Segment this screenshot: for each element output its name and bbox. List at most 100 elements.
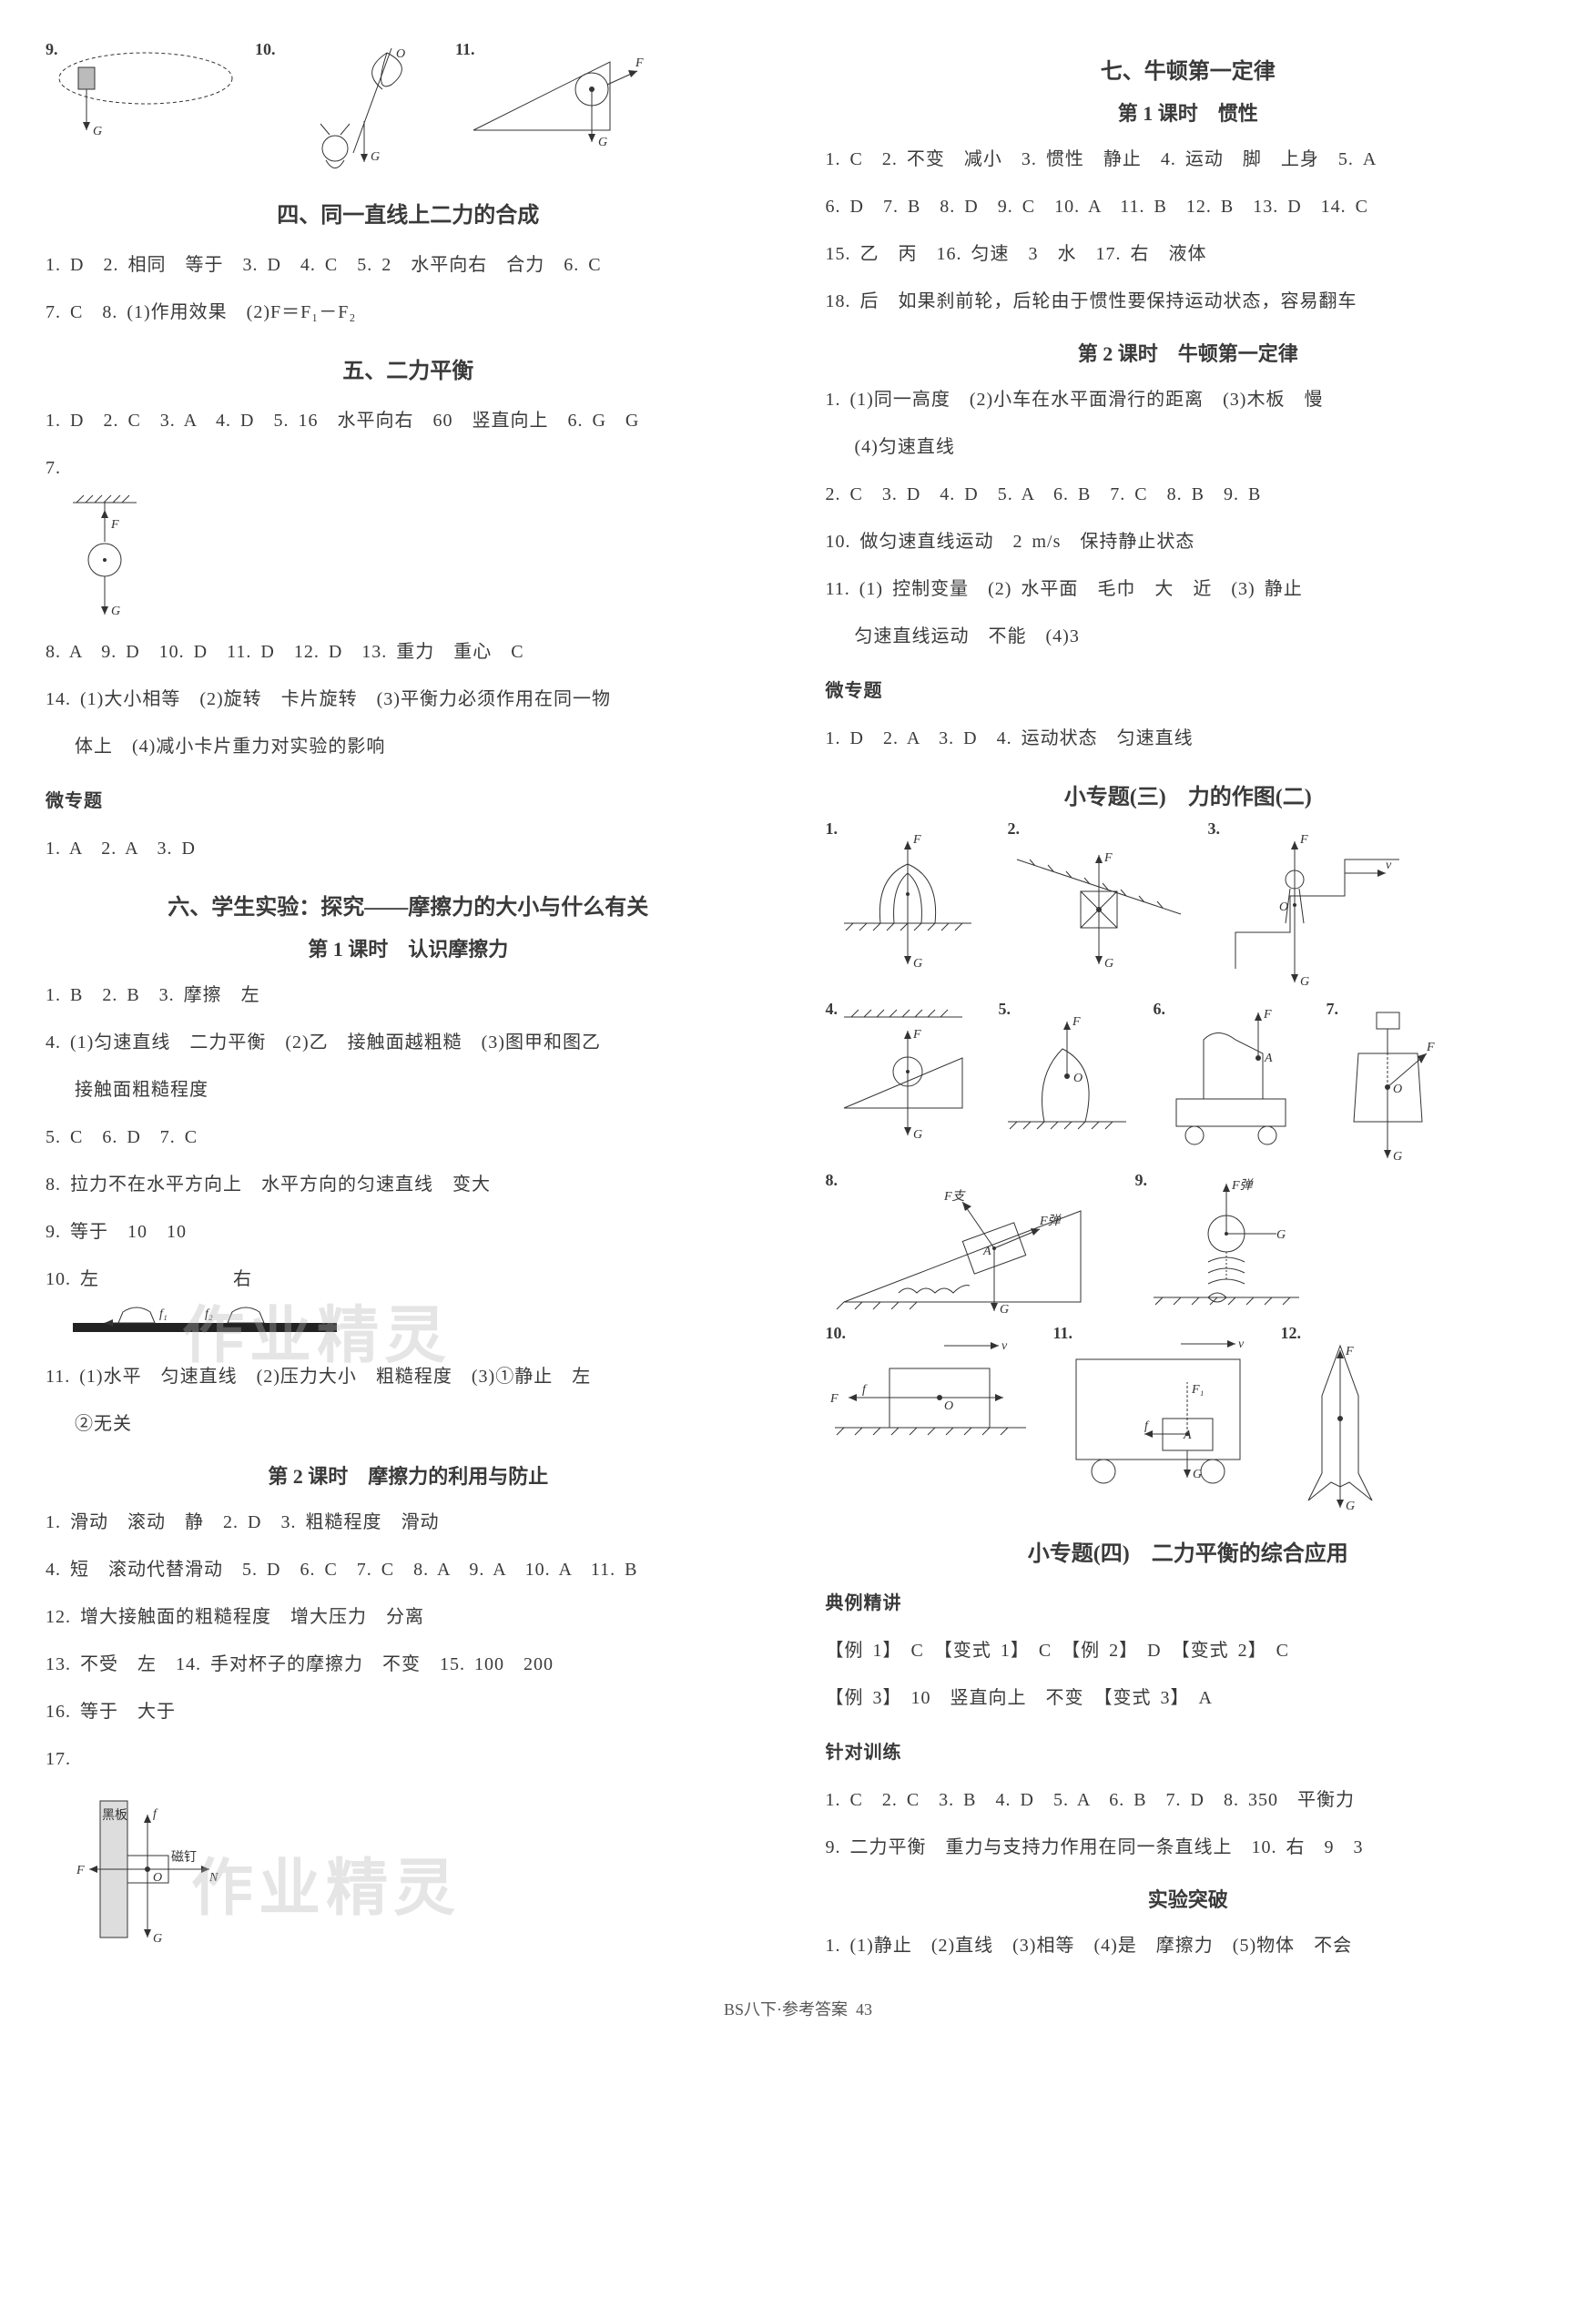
answer-line: (4)匀速直线: [826, 423, 1551, 471]
answer-line: 【例 3】 10 竖直向上 不变 【变式 3】 A: [826, 1674, 1551, 1722]
svg-text:F: F: [1263, 1008, 1272, 1022]
svg-text:F: F: [912, 1028, 921, 1042]
svg-text:A: A: [1264, 1052, 1273, 1065]
svg-text:F: F: [912, 833, 921, 847]
svg-text:A: A: [982, 1245, 991, 1258]
svg-text:F弹: F弹: [1231, 1178, 1255, 1193]
answer-line: 接触面粗糙程度: [46, 1066, 771, 1114]
answer-line: 2. C 3. D 4. D 5. A 6. B 7. C 8. B 9. B: [826, 471, 1551, 518]
practice-label: 针对训练: [826, 1729, 1551, 1776]
figure-t3-2: 2. F G: [1008, 823, 1190, 978]
fig-num: 9.: [46, 40, 58, 59]
svg-text:N: N: [208, 1871, 219, 1885]
svg-text:F: F: [1426, 1041, 1435, 1054]
fig-num: 10.: [255, 40, 276, 59]
svg-text:G: G: [598, 136, 607, 149]
figure-6-10: f₁ f₂ 作业精灵: [73, 1303, 771, 1353]
answer-line: 1. D 2. 相同 等于 3. D 4. C 5. 2 水平向右 合力 6. …: [46, 241, 771, 289]
fig-num: 10.: [826, 1324, 847, 1343]
figure-11: 11. G F: [455, 44, 646, 162]
svg-text:v: v: [1001, 1339, 1008, 1353]
svg-text:F: F: [110, 518, 119, 532]
svg-text:F弹: F弹: [1039, 1214, 1062, 1228]
diagram-row: 8. A F支 F弹 G: [826, 1175, 1551, 1320]
figure-t3-1: 1. F G: [826, 823, 990, 978]
answer-line: ②无关: [46, 1400, 771, 1448]
fig-num: 11.: [455, 40, 475, 59]
section-4-title: 四、同一直线上二力的合成: [46, 197, 771, 229]
svg-text:G: G: [111, 605, 120, 618]
svg-text:G: G: [1300, 975, 1309, 989]
footer-text: BS八下·参考答案: [724, 2000, 848, 2019]
figure-t3-8: 8. A F支 F弹 G: [826, 1175, 1117, 1320]
answer-line: 8. A 9. D 10. D 11. D 12. D 13. 重力 重心 C: [46, 628, 771, 676]
answer-line: 15. 乙 丙 16. 匀速 3 水 17. 右 液体: [826, 230, 1551, 278]
fig-num: 2.: [1008, 819, 1021, 839]
figure-t3-3: 3. O F G v: [1208, 823, 1408, 996]
fig-num: 8.: [826, 1171, 839, 1190]
svg-text:G: G: [913, 1128, 922, 1142]
answer-line: 17.: [46, 1735, 771, 1783]
svg-text:G: G: [1393, 1150, 1402, 1164]
figure-t3-6: 6. A F: [1154, 1003, 1308, 1149]
svg-text:G: G: [1000, 1303, 1009, 1317]
micro-topic-label: 微专题: [826, 667, 1551, 715]
page-footer: BS八下·参考答案 43: [46, 1997, 1550, 2020]
answer-line: 1. D 2. C 3. A 4. D 5. 16 水平向右 60 竖直向上 6…: [46, 397, 771, 444]
svg-text:f: f: [862, 1383, 868, 1397]
answer-line: 1. C 2. C 3. B 4. D 5. A 6. B 7. D 8. 35…: [826, 1776, 1551, 1824]
svg-text:G: G: [1276, 1228, 1286, 1242]
svg-text:F₁: F₁: [1191, 1383, 1204, 1397]
topic-3-title: 小专题(三) 力的作图(二): [826, 778, 1551, 810]
svg-text:f₂: f₂: [205, 1307, 213, 1321]
experiment-label: 实验突破: [826, 1884, 1551, 1913]
fig-num: 4.: [826, 1000, 839, 1019]
figure-t3-11: 11. A F₁ f G: [1053, 1327, 1263, 1491]
answer-line: 1. C 2. 不变 减小 3. 惯性 静止 4. 运动 脚 上身 5. A: [826, 136, 1551, 183]
section-7-title: 七、牛顿第一定律: [826, 53, 1551, 85]
svg-text:F支: F支: [943, 1189, 967, 1204]
footer-page: 43: [856, 2000, 872, 2019]
svg-text:G: G: [93, 125, 102, 138]
svg-text:F: F: [1345, 1345, 1354, 1358]
svg-text:O: O: [396, 47, 405, 61]
fig-num: 11.: [1053, 1324, 1073, 1343]
svg-text:f: f: [1144, 1419, 1150, 1433]
svg-text:黑板: 黑板: [102, 1808, 127, 1823]
answer-line: 9. 二力平衡 重力与支持力作用在同一条直线上 10. 右 9 3: [826, 1824, 1551, 1871]
answer-line: 1. 滑动 滚动 静 2. D 3. 粗糙程度 滑动: [46, 1499, 771, 1546]
answer-line: 12. 增大接触面的粗糙程度 增大压力 分离: [46, 1593, 771, 1641]
diagram-row: 10. O F f v: [826, 1327, 1551, 1519]
figure-9: 9. G: [46, 44, 237, 162]
answer-line: 10. 左 右: [46, 1256, 771, 1303]
svg-text:v: v: [1238, 1337, 1245, 1351]
svg-text:O: O: [944, 1399, 953, 1413]
answer-line: 1. A 2. A 3. D: [46, 825, 771, 872]
svg-text:F: F: [635, 56, 644, 70]
micro-topic-label: 微专题: [46, 778, 771, 825]
answer-line: 6. D 7. B 8. D 9. C 10. A 11. B 12. B 13…: [826, 183, 1551, 230]
answer-line: 1. B 2. B 3. 摩擦 左: [46, 971, 771, 1019]
answer-line: 9. 等于 10 10: [46, 1208, 771, 1256]
example-label: 典例精讲: [826, 1580, 1551, 1627]
figure-t3-7: 7. O F G: [1327, 1003, 1454, 1167]
answer-line: 1. (1)同一高度 (2)小车在水平面滑行的距离 (3)木板 慢: [826, 376, 1551, 423]
answer-line: 4. 短 滚动代替滑动 5. D 6. C 7. C 8. A 9. A 10.…: [46, 1546, 771, 1593]
section-6-2-title: 第 2 课时 摩擦力的利用与防止: [46, 1460, 771, 1490]
top-figure-row: 9. G 10. O G: [46, 44, 771, 180]
svg-text:G: G: [913, 957, 922, 971]
fig-num: 9.: [1135, 1171, 1148, 1190]
svg-text:O: O: [1073, 1072, 1083, 1085]
section-5-title: 五、二力平衡: [46, 352, 771, 384]
svg-text:f₁: f₁: [159, 1307, 168, 1321]
diagram-row: 4. F G 5.: [826, 1003, 1551, 1167]
svg-text:F: F: [1299, 833, 1308, 847]
svg-text:v: v: [1386, 859, 1392, 872]
figure-10: 10. O G: [255, 44, 437, 180]
figure-t3-5: 5. O F: [999, 1003, 1135, 1149]
answer-line: 14. (1)大小相等 (2)旋转 卡片旋转 (3)平衡力必须作用在同一物: [46, 676, 771, 723]
fig-num: 6.: [1154, 1000, 1166, 1019]
section-7-1-title: 第 1 课时 惯性: [826, 97, 1551, 127]
figure-t3-4: 4. F G: [826, 1003, 981, 1149]
fig-num: 7.: [1327, 1000, 1339, 1019]
